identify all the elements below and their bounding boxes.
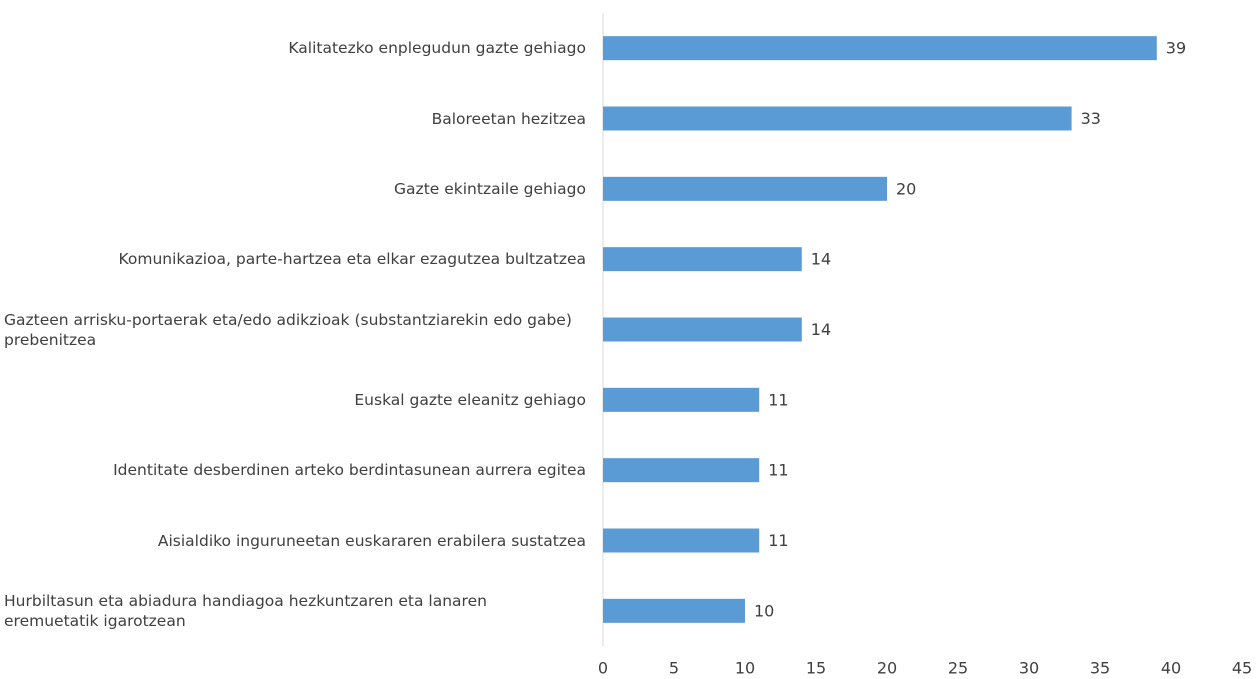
y-tick-label: Komunikazioa, parte-hartzea eta elkar ez… — [4, 249, 586, 269]
y-tick-text: Hurbiltasun eta abiadura handiagoa hezku… — [4, 591, 487, 630]
y-tick-label: Kalitatezko enplegudun gazte gehiago — [4, 38, 586, 58]
data-label: 11 — [768, 390, 788, 409]
y-tick-text: Baloreetan hezitzea — [431, 109, 586, 128]
data-label: 33 — [1081, 109, 1101, 128]
bar — [603, 36, 1157, 61]
bar — [603, 106, 1072, 131]
bar — [603, 387, 760, 412]
x-tick-label: 0 — [598, 659, 608, 678]
y-tick-label: Gazte ekintzaile gehiago — [4, 179, 586, 199]
data-label: 14 — [811, 250, 831, 269]
y-tick-text: Aisialdiko inguruneetan euskararen erabi… — [157, 531, 586, 550]
x-tick-label: 20 — [877, 659, 897, 678]
y-tick-label: Hurbiltasun eta abiadura handiagoa hezku… — [4, 591, 586, 631]
y-tick-text: Gazte ekintzaile gehiago — [394, 179, 586, 198]
bar — [603, 317, 802, 342]
x-tick-label: 15 — [806, 659, 826, 678]
y-tick-text: Euskal gazte eleanitz gehiago — [354, 390, 586, 409]
y-tick-label: Gazteen arrisku-portaerak eta/edo adikzi… — [4, 310, 586, 350]
x-tick-label: 35 — [1090, 659, 1110, 678]
x-tick-label: 5 — [669, 659, 679, 678]
x-tick-label: 45 — [1232, 659, 1252, 678]
bar — [603, 176, 887, 201]
y-tick-text: Komunikazioa, parte-hartzea eta elkar ez… — [118, 250, 586, 269]
y-tick-label: Euskal gazte eleanitz gehiago — [4, 390, 586, 410]
data-label: 39 — [1166, 39, 1186, 58]
y-tick-label: Aisialdiko inguruneetan euskararen erabi… — [4, 531, 586, 551]
y-tick-text: Identitate desberdinen arteko berdintasu… — [113, 461, 586, 480]
y-tick-text: Kalitatezko enplegudun gazte gehiago — [288, 39, 586, 58]
bar — [603, 598, 745, 623]
bar — [603, 458, 760, 483]
y-tick-text: Gazteen arrisku-portaerak eta/edo adikzi… — [4, 310, 572, 349]
y-tick-label: Baloreetan hezitzea — [4, 109, 586, 129]
data-label: 10 — [754, 601, 774, 620]
x-tick-label: 30 — [1019, 659, 1039, 678]
y-tick-label: Identitate desberdinen arteko berdintasu… — [4, 460, 586, 480]
bar — [603, 247, 802, 272]
x-tick-label: 10 — [735, 659, 755, 678]
bar — [603, 528, 760, 553]
x-tick-label: 25 — [948, 659, 968, 678]
data-label: 11 — [768, 461, 788, 480]
data-label: 20 — [896, 179, 916, 198]
data-label: 14 — [811, 320, 831, 339]
data-label: 11 — [768, 531, 788, 550]
x-tick-label: 40 — [1161, 659, 1181, 678]
